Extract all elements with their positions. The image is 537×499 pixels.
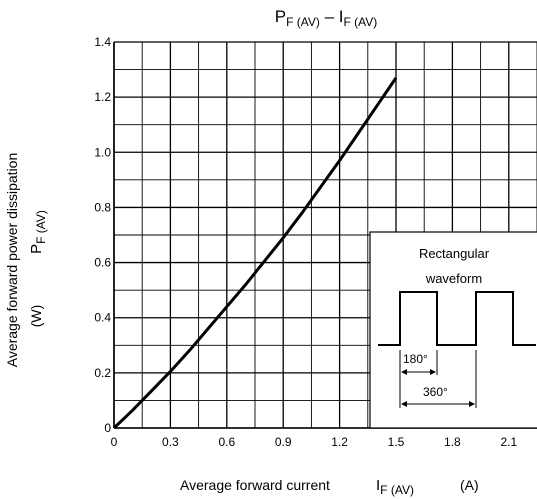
series-group — [112, 76, 398, 430]
x-axis-symbol: IF (AV) — [376, 477, 414, 497]
inset-background — [369, 231, 537, 429]
inset-arrowhead-180-right — [430, 369, 436, 375]
y-axis-label-line1: Average forward power dissipation — [4, 153, 20, 368]
inset-square-wave — [378, 291, 536, 346]
x-tick-label: 0.3 — [162, 435, 179, 449]
title-dash-i: – I — [320, 7, 344, 26]
inset-arrowhead-360-right — [469, 401, 475, 407]
y-tick-label: 0.4 — [94, 311, 111, 325]
y-tick-label: 0.8 — [94, 200, 111, 214]
inset-label-360: 360° — [423, 385, 448, 399]
inset-arrowhead-360-left — [401, 401, 407, 407]
inset-title-line1: Rectangular — [419, 246, 490, 261]
title-p-subscript: F (AV) — [286, 15, 320, 29]
y-tick-label: 1.0 — [94, 145, 111, 159]
y-tick-labels: 0 0.2 0.4 0.6 0.8 1.0 1.2 1.4 — [94, 35, 111, 435]
y-axis-symbol-subscript: F (AV) — [34, 210, 48, 244]
y-tick-label: 0.6 — [94, 256, 111, 270]
inset-title-line2: waveform — [425, 271, 482, 286]
y-axis-symbol-p: P — [28, 244, 45, 254]
x-axis-symbol-subscript: F (AV) — [380, 483, 414, 497]
y-tick-label: 0 — [104, 421, 111, 435]
x-tick-label: 1.8 — [444, 435, 461, 449]
chart-title: PF (AV) – IF (AV) — [275, 7, 378, 29]
x-axis-label: Average forward current — [180, 477, 330, 493]
x-tick-labels: 0 0.3 0.6 0.9 1.2 1.5 1.8 2.1 — [111, 435, 518, 449]
y-tick-label: 1.4 — [94, 35, 111, 49]
title-p: P — [275, 7, 286, 26]
y-axis-symbol: PF (AV) — [28, 210, 48, 254]
x-tick-label: 1.5 — [388, 435, 405, 449]
inset-arrowhead-180-left — [401, 369, 407, 375]
x-axis-unit: (A) — [460, 477, 479, 493]
series-line-1 — [112, 76, 398, 430]
x-axis-label-text: Average forward current — [180, 477, 330, 493]
x-axis-symbol-i: I — [376, 477, 380, 494]
x-tick-label: 0.9 — [275, 435, 292, 449]
y-tick-label: 0.2 — [94, 366, 111, 380]
y-axis-unit: (W) — [28, 305, 44, 328]
inset-waveform: Rectangular waveform 180° 360° — [369, 231, 537, 429]
inset-label-180: 180° — [403, 352, 428, 366]
x-tick-label: 0 — [111, 435, 118, 449]
x-tick-label: 1.2 — [331, 435, 348, 449]
x-tick-label: 0.6 — [218, 435, 235, 449]
x-tick-label: 2.1 — [500, 435, 517, 449]
title-i-subscript: F (AV) — [343, 15, 377, 29]
y-tick-label: 1.2 — [94, 90, 111, 104]
